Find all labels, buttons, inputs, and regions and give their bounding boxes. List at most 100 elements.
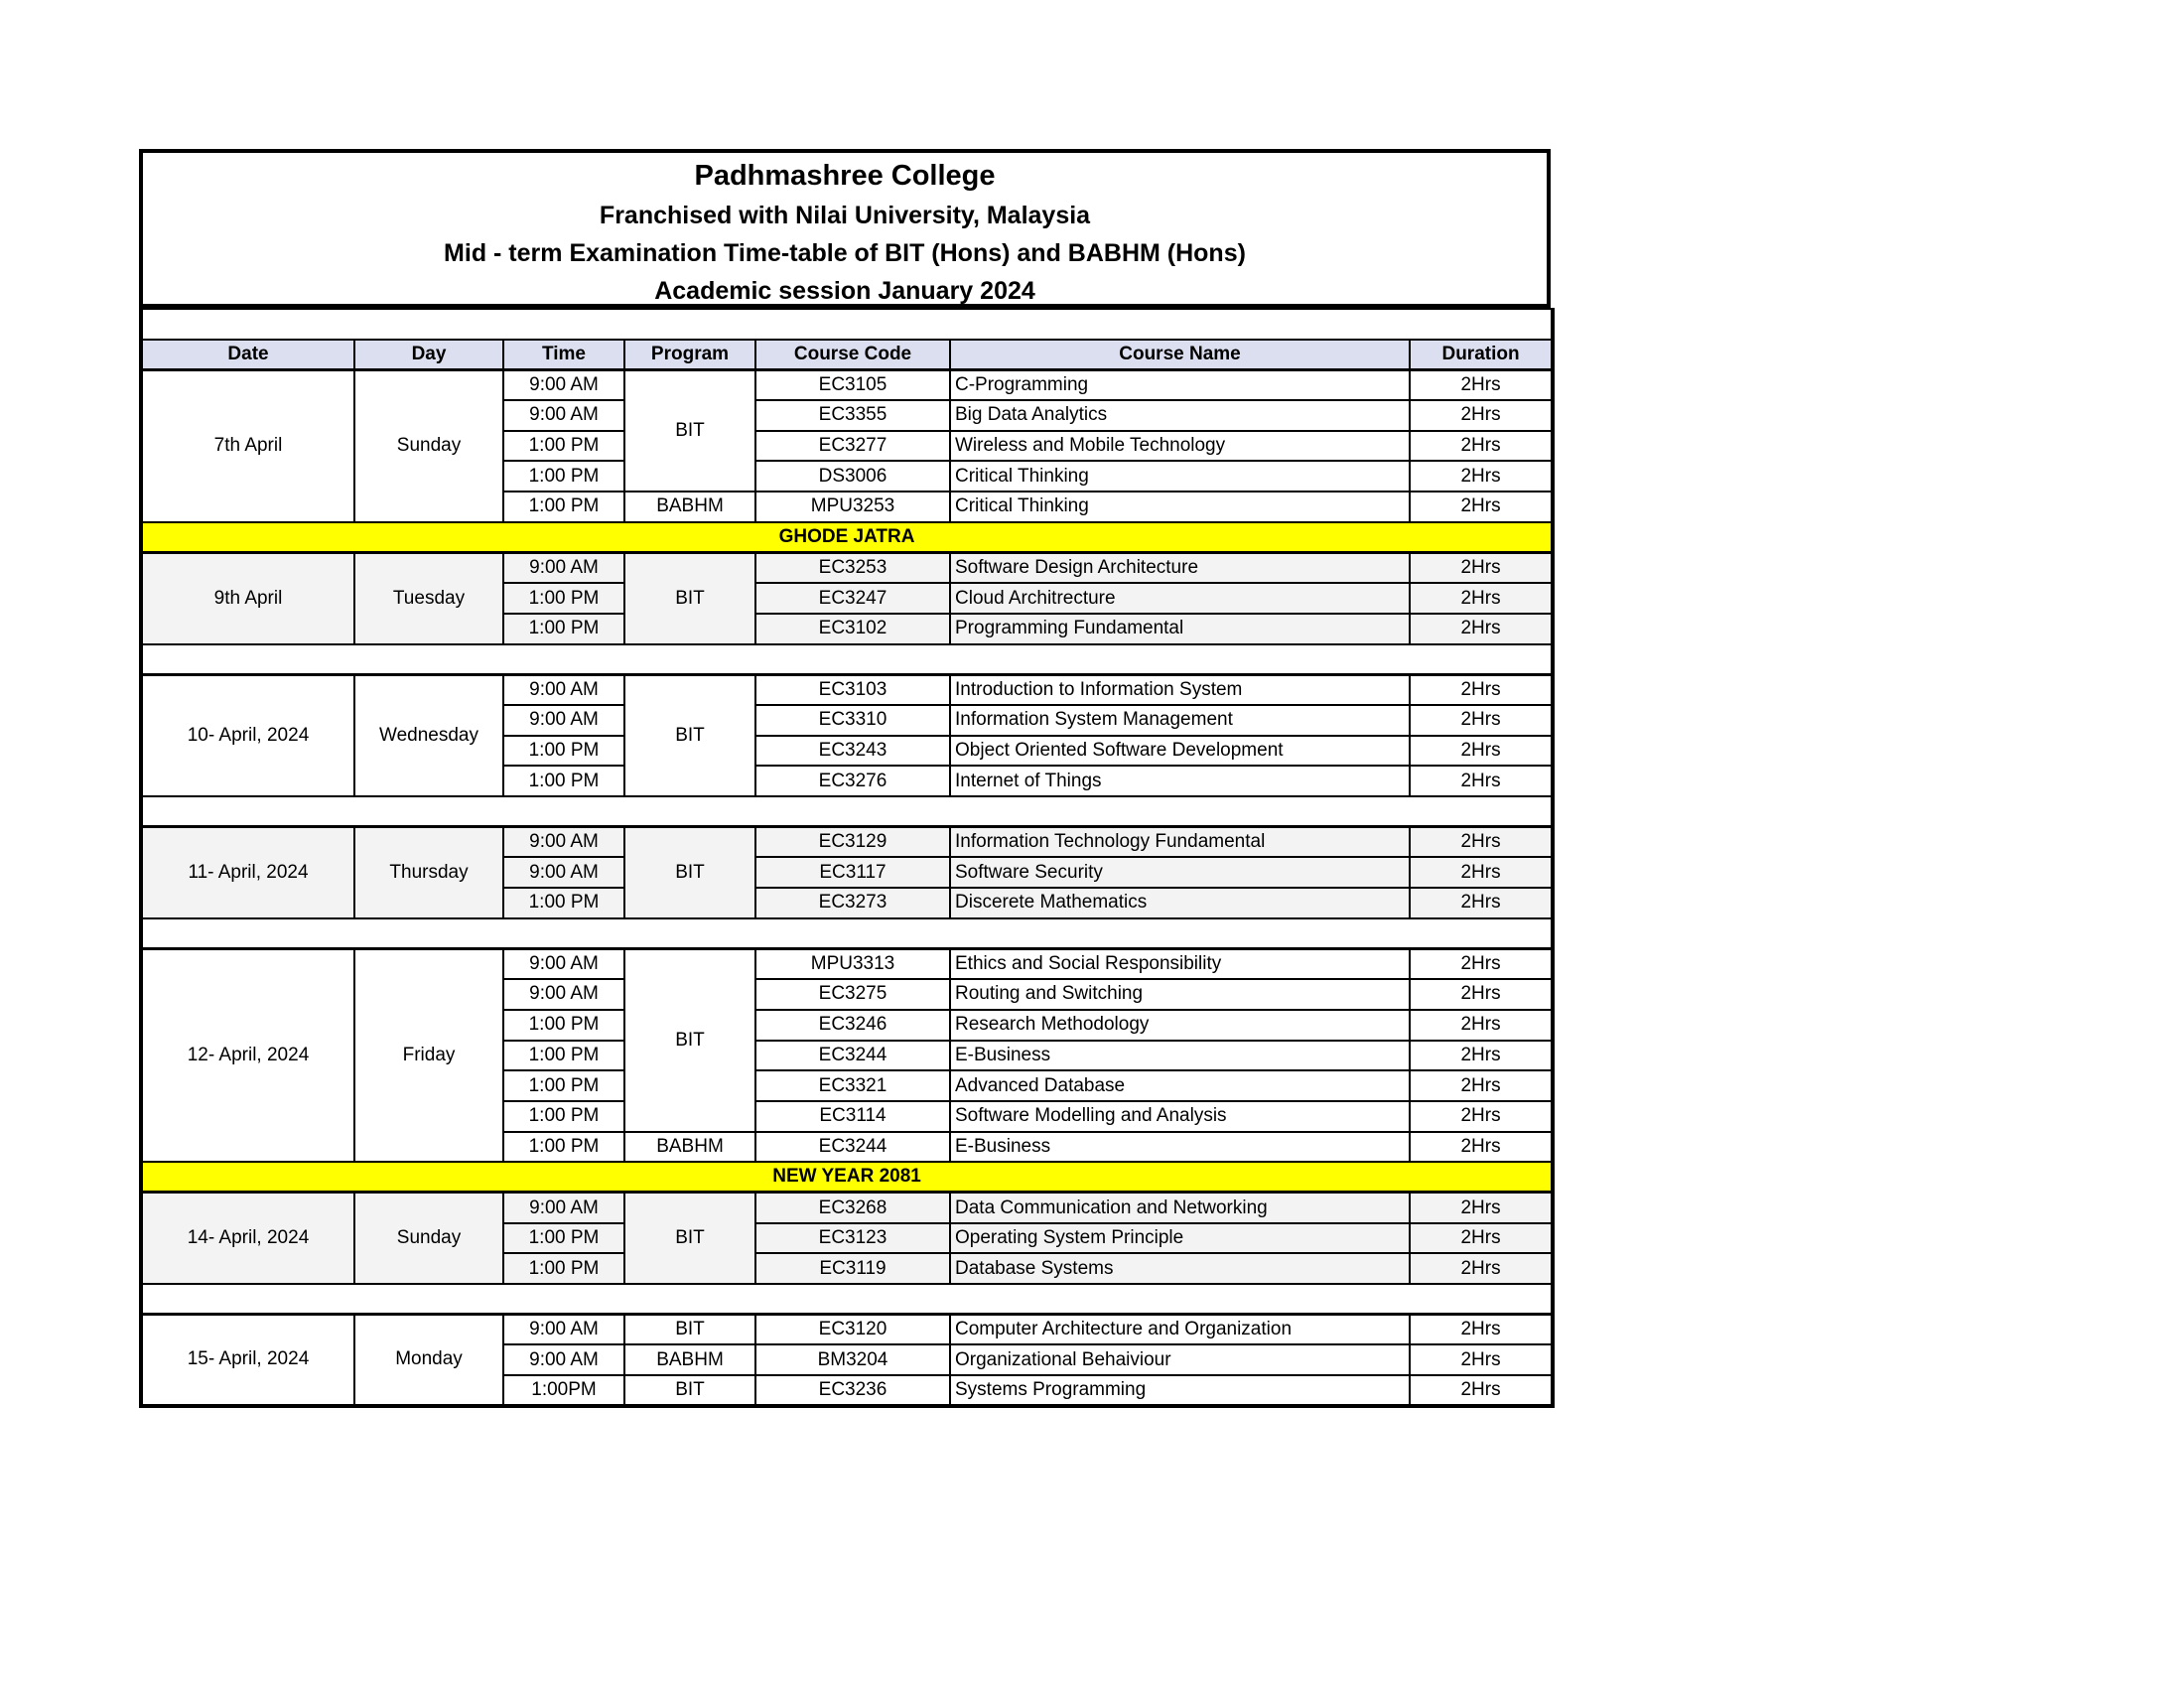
time-cell: 1:00PM (502, 1374, 625, 1407)
course-name-cell: Big Data Analytics (949, 399, 1411, 432)
course-code-cell: EC3117 (754, 856, 951, 890)
col-header-course-name: Course Name (949, 338, 1411, 371)
table-row: 7th April Sunday 9:00 AM BIT EC3105 C-Program… (140, 367, 1555, 523)
date-cell: 7th April (140, 367, 355, 523)
time-cell: 9:00 AM (502, 399, 625, 432)
holiday-label: GHODE JATRA (139, 520, 1555, 554)
duration-cell: 2Hrs (1408, 734, 1555, 768)
course-code-cell: EC3276 (754, 765, 951, 797)
course-code-cell: EC3123 (754, 1221, 951, 1255)
college-name: Padhmashree College (694, 160, 996, 192)
course-name-cell: Organizational Behaiviour (949, 1343, 1411, 1377)
duration-cell: 2Hrs (1408, 1374, 1555, 1407)
course-name-cell: C-Programming (949, 367, 1411, 402)
col-header-day: Day (353, 338, 504, 371)
duration-cell: 2Hrs (1408, 1069, 1555, 1102)
time-cell: 1:00 PM (502, 582, 625, 615)
course-code-cell: EC3120 (754, 1313, 951, 1346)
course-code-cell: EC3102 (754, 612, 951, 645)
table-row: 11- April, 2024 Thursday 9:00 AM BIT EC3129 I… (140, 825, 1555, 919)
duration-cell: 2Hrs (1408, 1099, 1555, 1133)
table-row: 1:00 PM BABHM EC3244 E-Business 2Hrs (141, 1130, 1555, 1164)
table-row: 9:00 AM EC3310 Information System Manageme… (141, 703, 1555, 737)
col-header-time: Time (502, 338, 625, 371)
time-cell: 1:00 PM (502, 1099, 625, 1133)
course-code-cell: EC3244 (754, 1130, 951, 1164)
course-name-cell: Information System Management (949, 703, 1411, 737)
col-header-course-code: Course Code (754, 338, 951, 371)
duration-cell: 2Hrs (1408, 946, 1555, 981)
time-cell: 9:00 AM (502, 856, 625, 890)
franchise-line: Franchised with Nilai University, Malays… (599, 202, 1091, 229)
duration-cell: 2Hrs (1408, 429, 1555, 463)
date-cell: 11- April, 2024 (140, 825, 355, 919)
header-row: Date Day Time Program Course Code Course… (140, 338, 1555, 371)
time-cell: 9:00 AM (502, 1191, 625, 1224)
spacer-cell (141, 795, 1554, 828)
time-cell: 9:00 AM (502, 978, 625, 1011)
duration-cell: 2Hrs (1408, 1313, 1555, 1346)
table-row: 1:00 PM EC3247 Cloud Architrecture 2Hrs (141, 582, 1555, 615)
day-cell: Sunday (353, 367, 504, 523)
table-row: 1:00 PM EC3114 Software Modelling and Anal… (141, 1099, 1555, 1133)
duration-cell: 2Hrs (1408, 856, 1555, 890)
program-cell: BIT (623, 672, 756, 797)
day-cell: Friday (353, 946, 504, 1164)
course-name-cell: Routing and Switching (949, 978, 1411, 1011)
time-cell: 1:00 PM (502, 1221, 625, 1255)
duration-cell: 2Hrs (1408, 367, 1555, 402)
time-cell: 9:00 AM (502, 1313, 625, 1346)
course-code-cell: EC3268 (754, 1191, 951, 1224)
table-row: 9:00 AM BABHM BM3204 Organizational Behaivi… (141, 1343, 1555, 1377)
duration-cell: 2Hrs (1408, 582, 1555, 615)
time-cell: 9:00 AM (502, 367, 625, 402)
holiday-row: GHODE JATRA (139, 520, 1555, 554)
time-cell: 1:00 PM (502, 734, 625, 768)
course-name-cell: Introduction to Information System (949, 672, 1411, 706)
duration-cell: 2Hrs (1408, 491, 1555, 523)
course-name-cell: Critical Thinking (949, 460, 1411, 493)
course-name-cell: Computer Architecture and Organization (949, 1313, 1411, 1346)
time-cell: 1:00 PM (502, 765, 625, 797)
course-code-cell: EC3236 (754, 1374, 951, 1407)
duration-cell: 2Hrs (1408, 1343, 1555, 1377)
course-name-cell: Software Security (949, 856, 1411, 890)
duration-cell: 2Hrs (1408, 1039, 1555, 1072)
course-name-cell: Operating System Principle (949, 1221, 1411, 1255)
duration-cell: 2Hrs (1408, 825, 1555, 859)
time-cell: 1:00 PM (502, 1008, 625, 1042)
course-name-cell: Programming Fundamental (949, 612, 1411, 645)
table-row: 14- April, 2024 Sunday 9:00 AM BIT EC3268 Dat… (140, 1191, 1555, 1286)
col-header-program: Program (623, 338, 756, 371)
duration-cell: 2Hrs (1408, 672, 1555, 706)
date-cell: 10- April, 2024 (140, 672, 355, 797)
time-cell: 1:00 PM (502, 1039, 625, 1072)
program-cell: BIT (623, 367, 756, 493)
day-cell: Sunday (353, 1191, 504, 1286)
duration-cell: 2Hrs (1408, 399, 1555, 432)
table-row: 9:00 AM EC3275 Routing and Switching 2Hrs (141, 978, 1555, 1011)
time-cell: 1:00 PM (502, 1130, 625, 1164)
course-code-cell: EC3253 (754, 551, 951, 585)
table-row: 1:00 PM EC3243 Object Oriented Software De… (141, 734, 1555, 768)
time-cell: 9:00 AM (502, 825, 625, 859)
course-code-cell: EC3355 (754, 399, 951, 432)
course-name-cell: Database Systems (949, 1252, 1411, 1285)
course-name-cell: Critical Thinking (949, 491, 1411, 523)
table-row: 1:00 PM EC3119 Database Systems 2Hrs (141, 1252, 1555, 1285)
spacer-row (141, 308, 1554, 341)
course-code-cell: EC3246 (754, 1008, 951, 1042)
day-cell: Wednesday (353, 672, 504, 797)
table-row: 1:00 PM EC3102 Programming Fundamental 2Hrs (141, 612, 1555, 645)
table-row: 1:00 PM EC3244 E-Business 2Hrs (141, 1039, 1555, 1072)
duration-cell: 2Hrs (1408, 460, 1555, 493)
course-name-cell: Wireless and Mobile Technology (949, 429, 1411, 463)
course-code-cell: EC3247 (754, 582, 951, 615)
table-row: 9th April Tuesday 9:00 AM BIT EC3253 Software… (140, 550, 1555, 645)
program-cell: BIT (623, 1374, 756, 1407)
day-cell: Thursday (353, 825, 504, 919)
date-cell: 14- April, 2024 (140, 1191, 355, 1286)
duration-cell: 2Hrs (1408, 1130, 1555, 1164)
table-row: 1:00 PM DS3006 Critical Thinking 2Hrs (141, 460, 1555, 493)
duration-cell: 2Hrs (1408, 1252, 1555, 1285)
